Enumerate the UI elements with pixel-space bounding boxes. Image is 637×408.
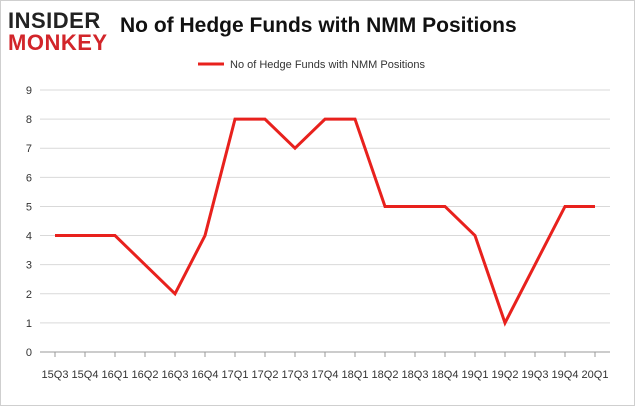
x-tick-label: 16Q3 [162, 369, 189, 381]
x-tick-label: 17Q4 [312, 369, 339, 381]
logo-text-top: INSIDER [8, 8, 101, 33]
legend-label: No of Hedge Funds with NMM Positions [230, 59, 426, 71]
x-tick-label: 16Q4 [192, 369, 219, 381]
y-tick-label: 4 [26, 231, 32, 243]
x-tick-label: 19Q1 [462, 369, 489, 381]
x-tick-label: 20Q1 [582, 369, 609, 381]
x-tick-label: 18Q1 [342, 369, 369, 381]
x-tick-label: 18Q2 [372, 369, 399, 381]
x-tick-label: 16Q1 [102, 369, 129, 381]
x-tick-label: 19Q3 [522, 369, 549, 381]
logo-text-bottom: MONKEY [8, 30, 108, 55]
series-line [55, 117, 595, 327]
x-tick-label: 15Q3 [42, 369, 69, 381]
x-tick-label: 17Q2 [252, 369, 279, 381]
x-tick-label: 19Q2 [492, 369, 519, 381]
chart-title: No of Hedge Funds with NMM Positions [120, 14, 517, 37]
y-tick-label: 9 [26, 85, 32, 97]
y-tick-label: 7 [26, 143, 32, 155]
y-tick-label: 0 [26, 347, 32, 359]
y-tick-label: 5 [26, 201, 32, 213]
y-tick-label: 8 [26, 114, 32, 126]
x-tick-label: 19Q4 [552, 369, 579, 381]
x-tick-label: 18Q3 [402, 369, 429, 381]
y-tick-label: 6 [26, 172, 32, 184]
y-tick-label: 2 [26, 289, 32, 301]
x-tick-label: 18Q4 [432, 369, 459, 381]
insider-monkey-logo: INSIDER MONKEY [8, 8, 118, 56]
x-tick-label: 16Q2 [132, 369, 159, 381]
x-tick-label: 17Q1 [222, 369, 249, 381]
x-tick-label: 17Q3 [282, 369, 309, 381]
x-tick-label: 15Q4 [72, 369, 99, 381]
y-tick-label: 3 [26, 260, 32, 272]
y-tick-label: 1 [26, 318, 32, 330]
